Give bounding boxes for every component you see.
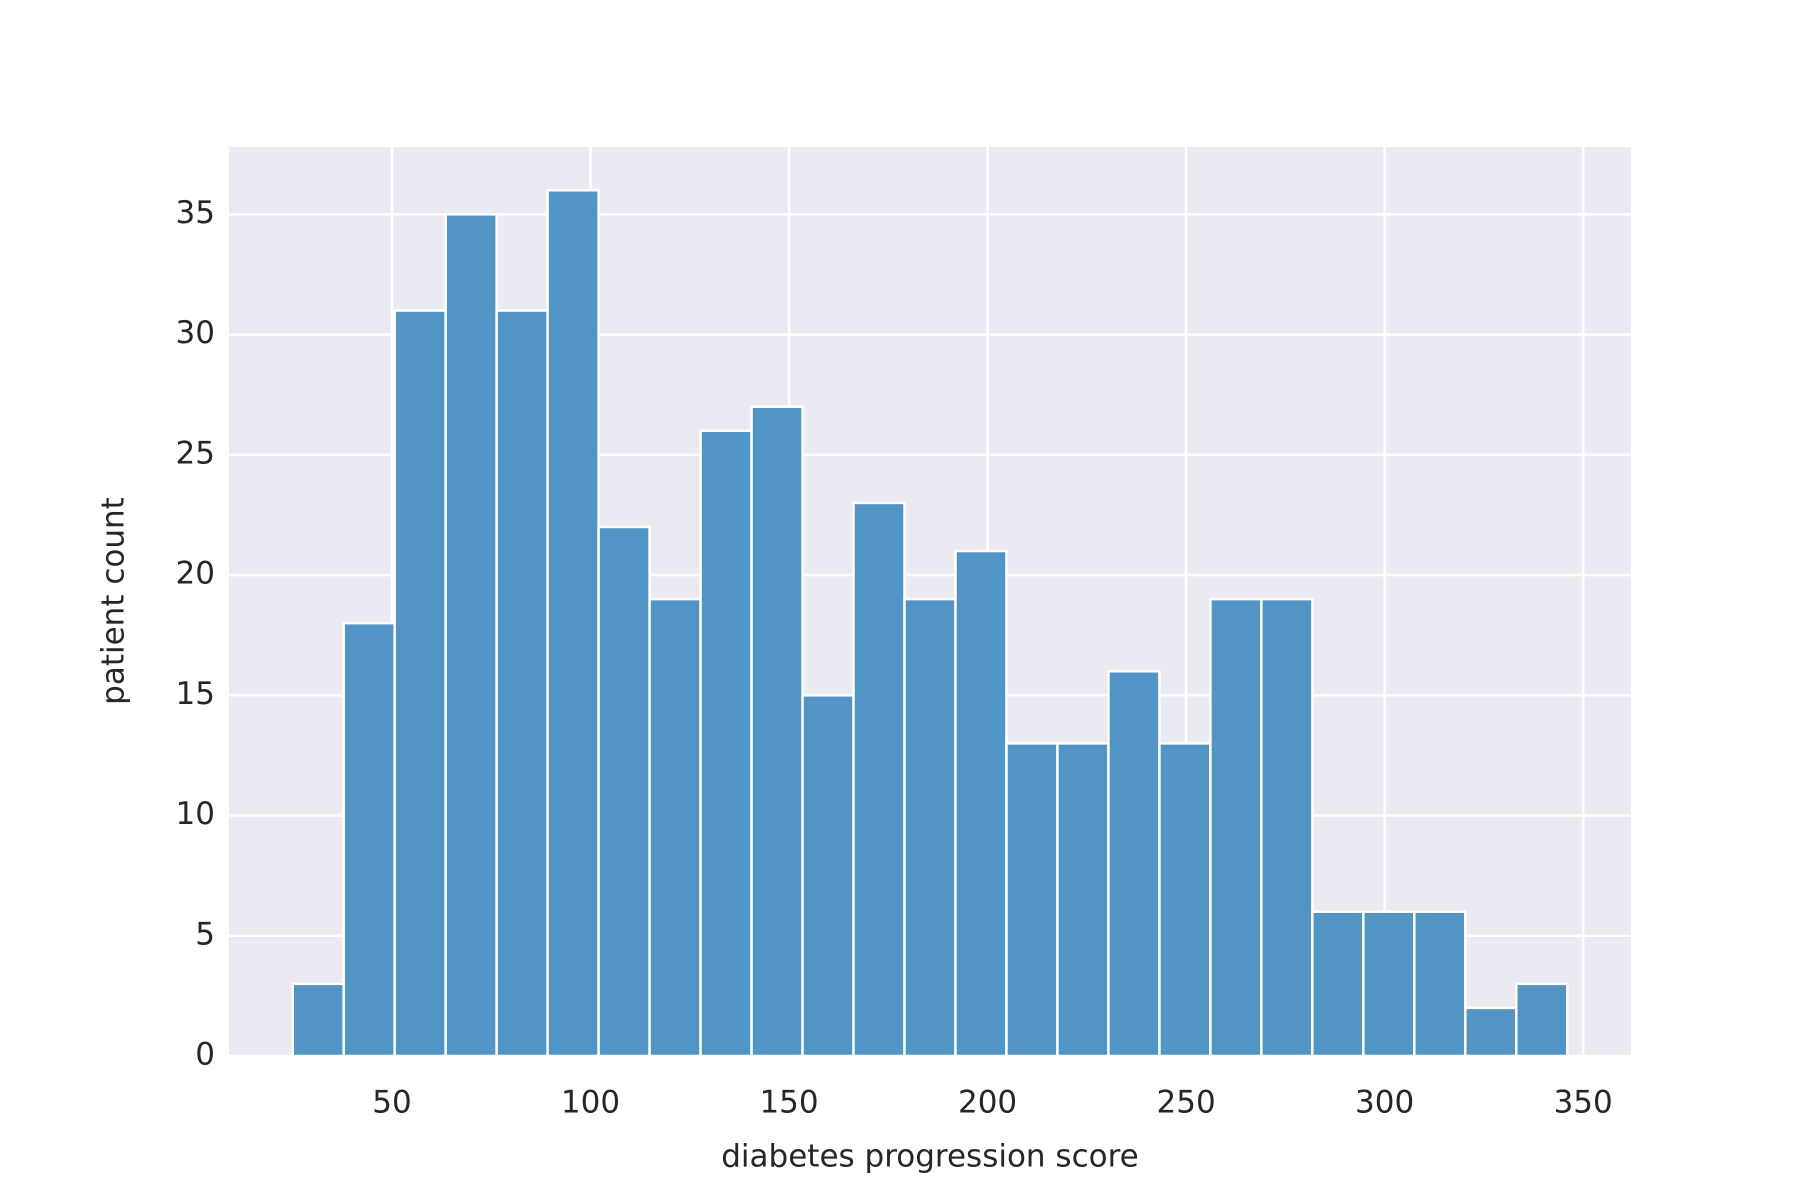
bar xyxy=(291,982,345,1058)
bar xyxy=(1515,982,1569,1058)
y-tick-label: 5 xyxy=(195,916,215,952)
y-tick-label: 10 xyxy=(176,796,215,832)
bar xyxy=(1056,742,1110,1058)
x-tick-label: 50 xyxy=(372,1085,411,1121)
bar xyxy=(750,405,804,1058)
x-tick-label: 150 xyxy=(759,1085,818,1121)
bar xyxy=(1260,597,1314,1058)
y-tick-label: 0 xyxy=(195,1037,215,1073)
bar xyxy=(699,429,753,1058)
y-tick-label: 15 xyxy=(176,676,215,712)
y-axis-label: patient count xyxy=(96,497,132,705)
x-tick-label: 350 xyxy=(1554,1085,1613,1121)
bar xyxy=(1158,742,1212,1058)
bar xyxy=(393,309,447,1058)
x-tick-label: 250 xyxy=(1157,1085,1216,1121)
bar xyxy=(342,621,396,1058)
bar xyxy=(444,213,498,1058)
bar xyxy=(648,597,702,1058)
bar xyxy=(1311,910,1365,1058)
bar xyxy=(495,309,549,1058)
bar xyxy=(1209,597,1263,1058)
bar xyxy=(1413,910,1467,1058)
y-tick-label: 25 xyxy=(176,435,215,471)
y-tick-label: 35 xyxy=(176,195,215,231)
bar xyxy=(801,694,855,1058)
y-tick-label: 20 xyxy=(176,556,215,592)
bar xyxy=(903,597,957,1058)
x-axis-label: diabetes progression score xyxy=(721,1139,1138,1175)
y-tick-label: 30 xyxy=(176,315,215,351)
x-tick-label: 200 xyxy=(958,1085,1017,1121)
bar xyxy=(1362,910,1416,1058)
bar xyxy=(1107,669,1161,1058)
bar xyxy=(597,525,651,1058)
bar xyxy=(852,501,906,1058)
x-tick-label: 300 xyxy=(1355,1085,1414,1121)
bar xyxy=(1464,1006,1518,1058)
bar xyxy=(546,189,600,1058)
x-tick-label: 100 xyxy=(561,1085,620,1121)
bar xyxy=(954,549,1008,1058)
bar xyxy=(1005,742,1059,1058)
